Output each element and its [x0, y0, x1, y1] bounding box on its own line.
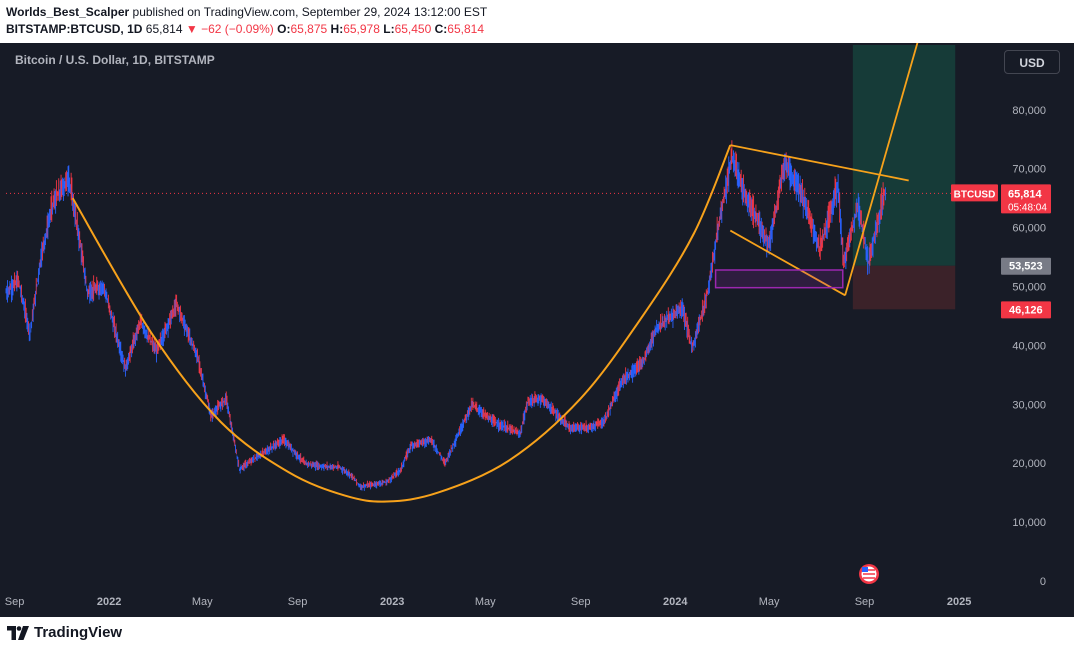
- open-value: 65,875: [290, 22, 328, 36]
- flag-icon-canton: [862, 567, 868, 572]
- high-label: H:: [330, 22, 344, 36]
- author-name[interactable]: Worlds_Best_Scalper: [6, 5, 130, 19]
- y-tick-label: 30,000: [1012, 399, 1046, 411]
- y-tick-label: 50,000: [1012, 281, 1046, 293]
- price-series-line: [5, 155, 887, 488]
- target-zone: [852, 45, 956, 266]
- close-value: 65,814: [447, 22, 484, 36]
- x-tick-label: 2024: [663, 596, 688, 608]
- wedge-lower-line: [729, 229, 846, 297]
- publish-header: Worlds_Best_Scalper published on Trading…: [6, 5, 487, 19]
- x-tick-label: 2022: [97, 596, 121, 608]
- x-tick-label: Sep: [855, 596, 875, 608]
- high-value: 65,978: [343, 22, 380, 36]
- y-tick-label: 70,000: [1012, 164, 1046, 176]
- entry-price-value: 53,523: [1009, 261, 1043, 273]
- tradingview-brand[interactable]: TradingView: [7, 624, 122, 641]
- series-name-badge: [951, 184, 998, 202]
- currency-button[interactable]: USD: [1004, 50, 1060, 74]
- change-value: −62 (−0.09%): [201, 22, 274, 36]
- y-tick-label: 10,000: [1012, 517, 1046, 529]
- x-tick-label: May: [475, 596, 496, 608]
- entry-price-badge: [1001, 257, 1051, 275]
- x-tick-label: May: [192, 596, 213, 608]
- price-value: 65,814: [145, 22, 183, 36]
- y-tick-label: 80,000: [1012, 105, 1046, 117]
- x-tick-label: 2025: [947, 596, 971, 608]
- series-name-label: BTCUSD: [954, 189, 996, 200]
- y-tick-label: 40,000: [1012, 340, 1046, 352]
- low-value: 65,450: [394, 22, 432, 36]
- x-tick-label: 2023: [380, 596, 404, 608]
- stop-zone: [852, 265, 956, 310]
- chart-title: Bitcoin / U.S. Dollar, 1D, BITSTAMP: [15, 53, 215, 67]
- price-series: [5, 140, 887, 491]
- price-chart[interactable]: 80,000 70,000 60,000 50,000 40,000 30,000 20,0…: [0, 43, 1074, 617]
- last-price-value: 65,814: [1008, 188, 1043, 200]
- brand-name: TradingView: [34, 624, 123, 641]
- open-label: O:: [277, 22, 291, 36]
- x-tick-label: Sep: [288, 596, 308, 608]
- tradingview-logo-icon: [7, 625, 29, 640]
- down-arrow-icon: ▼: [185, 22, 198, 36]
- footer-bar: [0, 617, 1074, 652]
- low-label: L:: [383, 22, 395, 36]
- cup-curve: [71, 144, 732, 503]
- stop-price-badge: [1001, 301, 1051, 319]
- stop-price-value: 46,126: [1009, 304, 1043, 316]
- us-flag-event-icon[interactable]: [859, 564, 879, 584]
- ohlc-header: BITSTAMP:BTCUSD, 1D 65,814 ▼ −62 (−0.09%…: [6, 22, 484, 36]
- y-tick-label: 60,000: [1012, 223, 1046, 235]
- x-tick-label: Sep: [5, 596, 25, 608]
- demand-box: [714, 269, 844, 289]
- y-tick-label: 0: [1040, 576, 1046, 588]
- x-tick-label: May: [759, 596, 780, 608]
- x-tick-label: Sep: [571, 596, 591, 608]
- breakout-line: [844, 43, 919, 296]
- publish-info: published on TradingView.com, September …: [132, 5, 488, 19]
- close-label: C:: [434, 22, 448, 36]
- countdown-timer: 05:48:04: [1008, 202, 1047, 213]
- symbol-label: BITSTAMP:BTCUSD, 1D: [6, 22, 143, 36]
- y-tick-label: 20,000: [1012, 458, 1046, 470]
- last-price-badge: [1001, 184, 1051, 214]
